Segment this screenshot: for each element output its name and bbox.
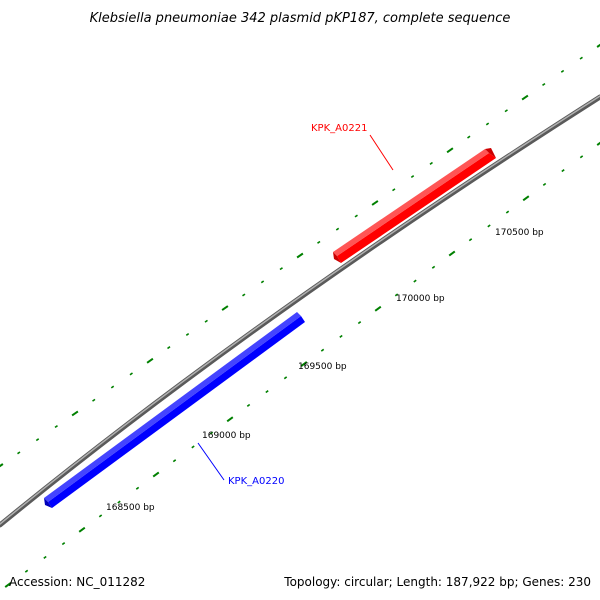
- scale-tick: [354, 214, 358, 218]
- scale-tick: [504, 109, 508, 113]
- scale-tick: [467, 135, 471, 139]
- scale-tick: [78, 526, 86, 533]
- scale-tick: [596, 141, 600, 146]
- scale-tick: [135, 486, 140, 490]
- scale-tick: [4, 582, 12, 588]
- scale-tick: [300, 361, 308, 367]
- genome-summary: Topology: circular; Length: 187,922 bp; …: [283, 575, 591, 589]
- scale-tick: [357, 321, 362, 325]
- scale-tick: [561, 169, 565, 173]
- scale-tick: [185, 332, 190, 336]
- scale-tick: [431, 265, 436, 269]
- accession-label: Accession: NC_011282: [9, 575, 145, 589]
- scale-tick: [505, 210, 510, 214]
- scale-tick: [265, 390, 269, 394]
- scale-tick: [429, 161, 433, 165]
- scale-dots: [0, 43, 600, 588]
- tick-label: 170000 bp: [396, 294, 445, 304]
- scale-tick: [0, 463, 4, 468]
- scale-tick: [54, 425, 58, 429]
- scale-tick: [339, 334, 343, 338]
- scale-tick: [410, 175, 415, 179]
- gene-label-leader: [369, 134, 394, 171]
- scale-tick: [320, 348, 325, 352]
- scale-tick: [522, 195, 530, 202]
- scale-tick: [579, 155, 584, 159]
- scale-tick: [209, 431, 214, 435]
- scale-tick: [61, 542, 66, 546]
- scale-tick: [394, 293, 399, 297]
- gene-label-kpk-a0221: KPK_A0221: [311, 123, 367, 134]
- scale-tick: [296, 252, 304, 259]
- gene-kpk-a0220[interactable]: [44, 312, 305, 508]
- scale-tick: [392, 188, 396, 192]
- scale-tick: [43, 555, 47, 559]
- sequence-backbone: [0, 94, 600, 528]
- scale-tick: [374, 305, 382, 312]
- gene-kpk-a0221[interactable]: [333, 148, 496, 263]
- scale-tick: [542, 182, 547, 186]
- gene-label-kpk-a0220: KPK_A0220: [228, 476, 284, 487]
- scale-tick: [579, 56, 583, 60]
- scale-tick: [560, 69, 565, 73]
- scale-tick: [521, 94, 529, 101]
- scale-tick: [448, 250, 456, 257]
- scale-tick: [129, 372, 133, 376]
- scale-tick: [35, 438, 40, 442]
- scale-tick: [167, 346, 171, 350]
- scale-tick: [371, 200, 379, 206]
- scale-tick: [146, 357, 154, 364]
- scale-tick: [468, 238, 473, 242]
- scale-tick: [98, 514, 103, 518]
- scale-tick: [542, 82, 546, 86]
- scale-tick: [413, 279, 417, 283]
- tick-label: 170500 bp: [495, 228, 544, 238]
- scale-tick: [17, 451, 21, 455]
- scale-tick: [71, 410, 79, 417]
- tick-label: 169000 bp: [202, 431, 251, 441]
- scale-tick: [152, 471, 160, 478]
- scale-tick: [246, 403, 251, 407]
- scale-tick: [283, 376, 288, 380]
- scale-tick: [191, 445, 195, 449]
- gene-label-leader: [197, 442, 225, 481]
- scale-tick: [172, 459, 177, 463]
- scale-tick: [204, 319, 208, 323]
- scale-tick: [335, 227, 340, 231]
- tick-label: 168500 bp: [106, 503, 155, 513]
- scale-tick: [487, 224, 491, 228]
- tick-label: 169500 bp: [298, 362, 347, 372]
- scale-tick: [260, 280, 265, 284]
- scale-tick: [279, 267, 283, 271]
- map-title: Klebsiella pneumoniae 342 plasmid pKP187…: [90, 11, 511, 26]
- scale-tick: [92, 398, 96, 402]
- scale-tick: [117, 500, 121, 504]
- scale-tick: [317, 240, 321, 244]
- scale-tick: [242, 293, 246, 297]
- scale-tick: [226, 416, 234, 423]
- scale-tick: [24, 569, 29, 573]
- scale-tick: [596, 43, 600, 48]
- scale-tick: [221, 305, 229, 311]
- scale-tick: [485, 122, 490, 126]
- scale-tick: [446, 147, 454, 154]
- scale-tick: [110, 385, 115, 389]
